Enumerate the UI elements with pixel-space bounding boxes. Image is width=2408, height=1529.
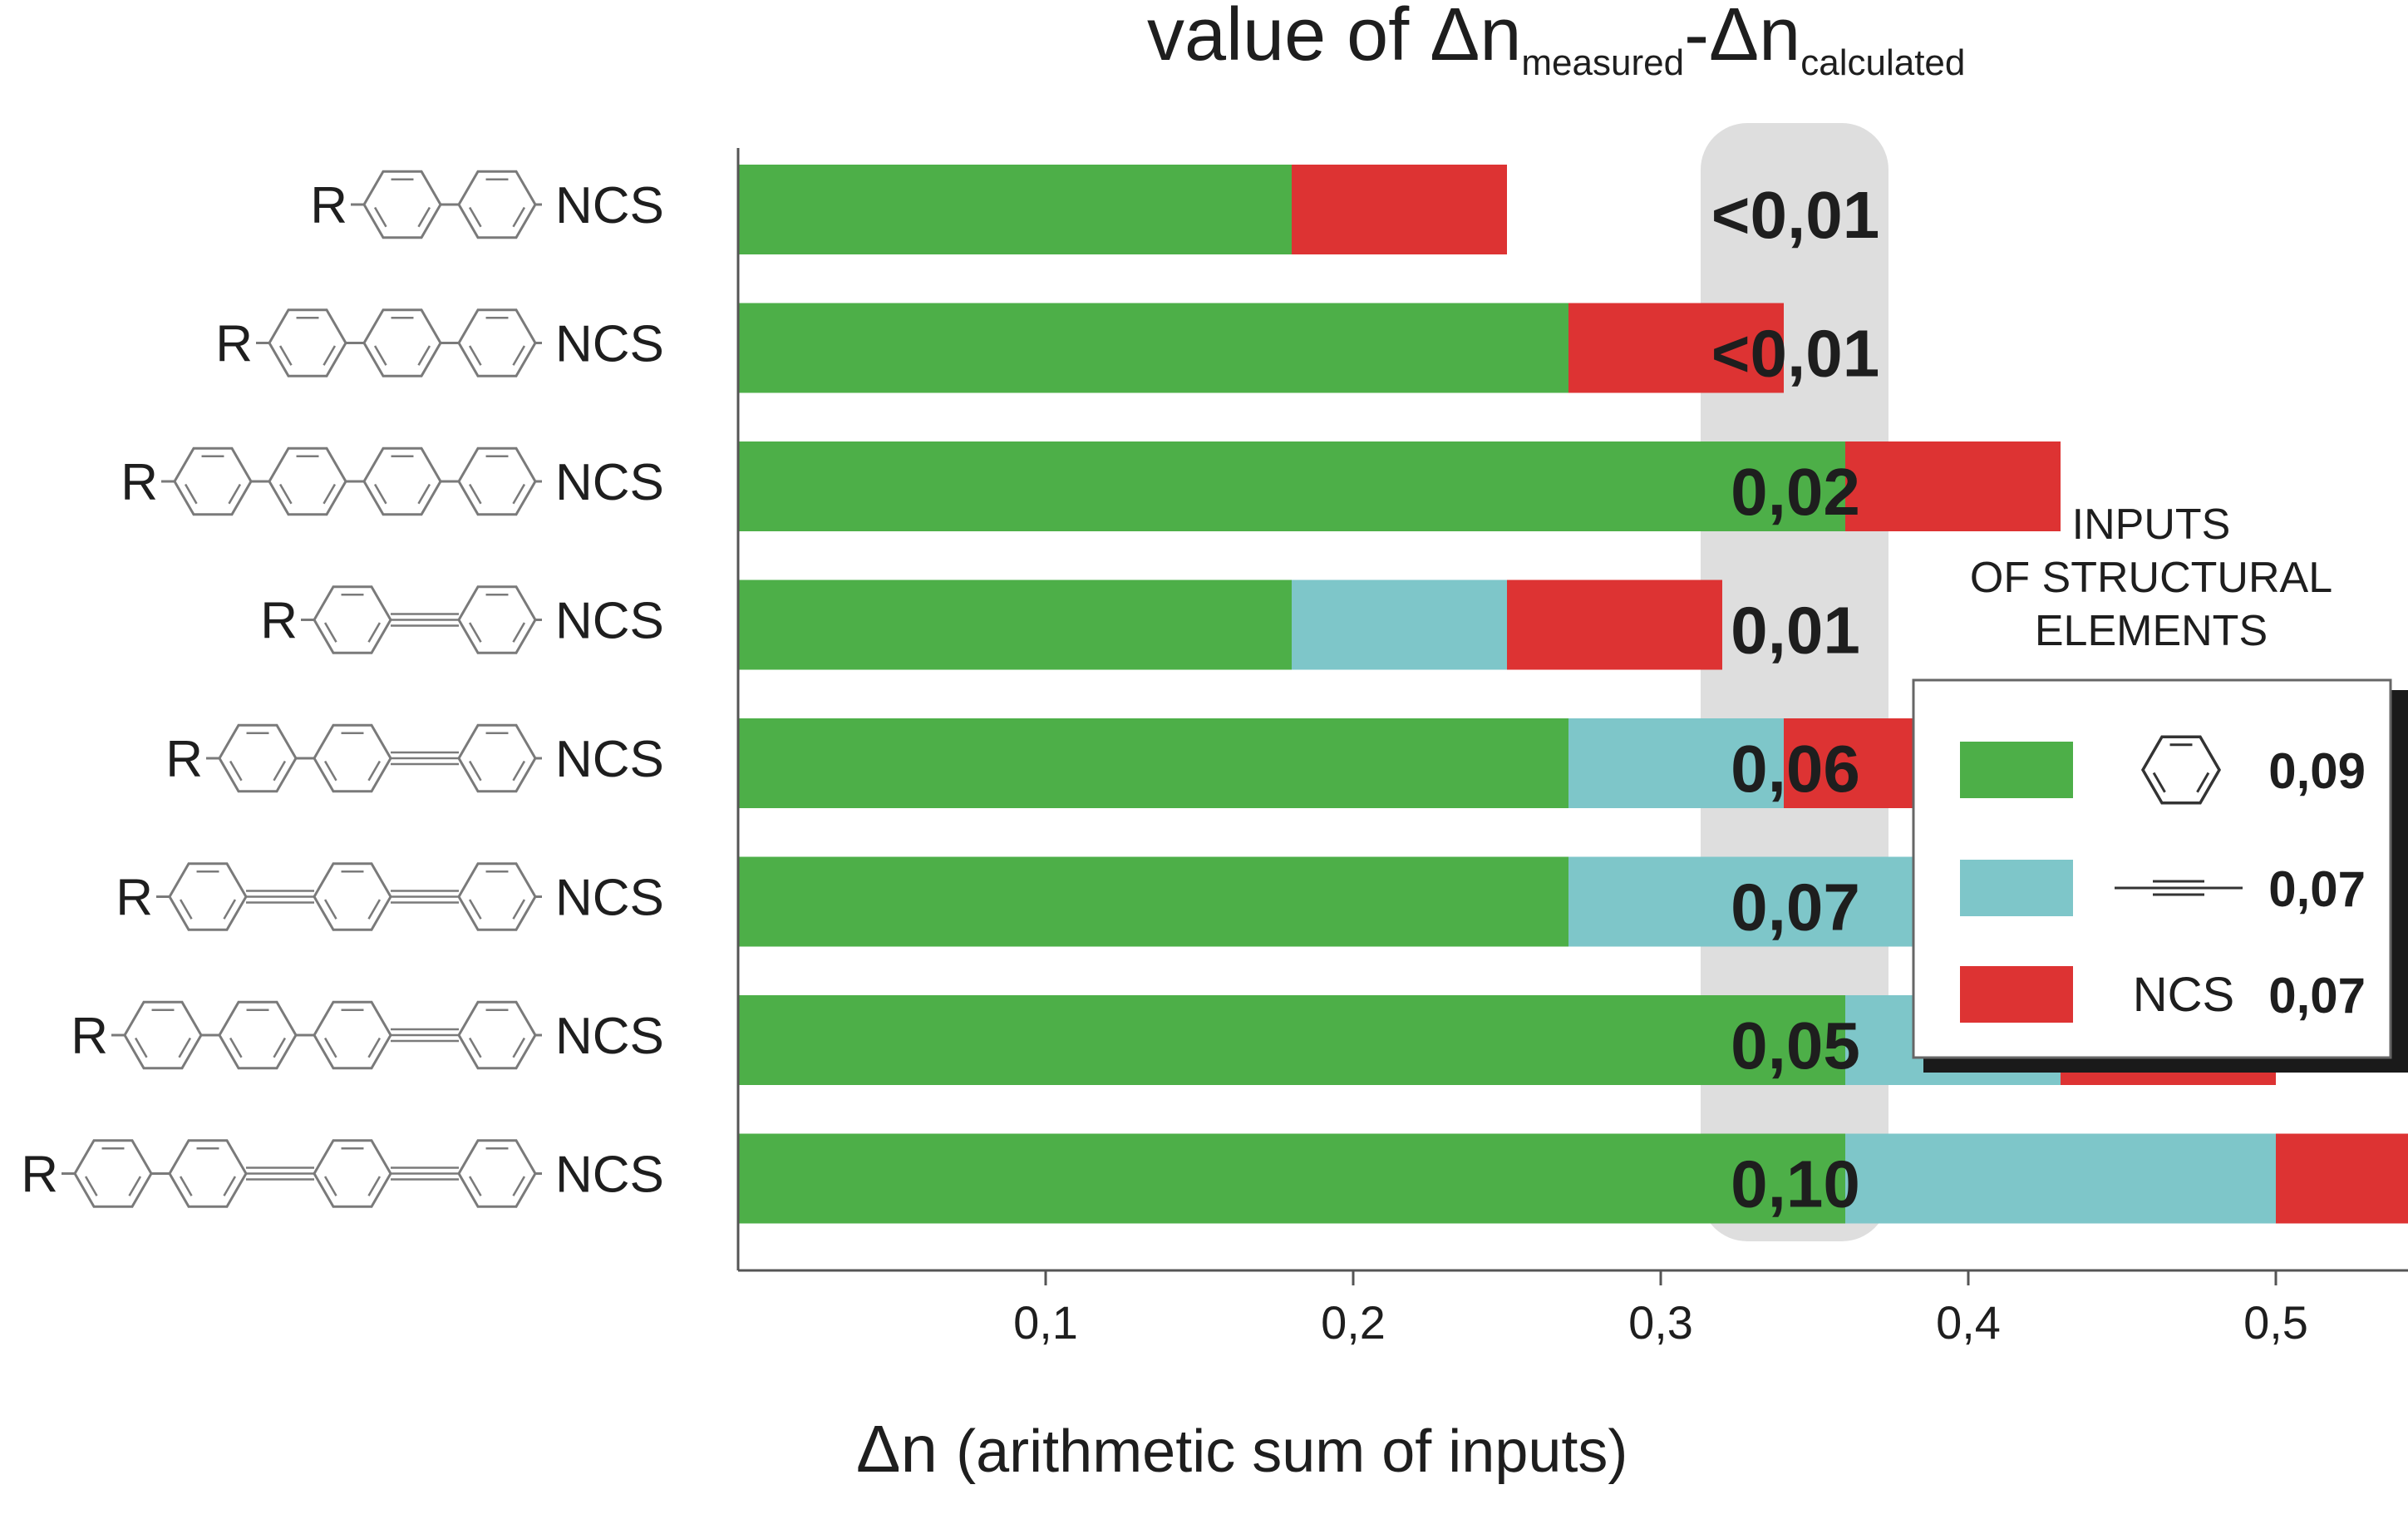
r-group-label: R: [165, 731, 203, 788]
legend-title-line: ELEMENTS: [2035, 607, 2268, 655]
text-icon: NCS: [2133, 968, 2234, 1022]
molecule-structure: NCS R: [310, 170, 664, 239]
x-tick-label: 0,3: [1628, 1296, 1693, 1349]
difference-panel: [1701, 123, 1888, 1241]
title-sub-measured: measured: [1521, 42, 1684, 83]
legend-title-line: INPUTS: [2072, 501, 2231, 549]
difference-value: 0,02: [1731, 455, 1860, 529]
molecule-structure: NCS R: [116, 862, 664, 931]
difference-value: 0,01: [1731, 594, 1860, 668]
bar-segment-4-3: [1507, 580, 1722, 670]
ncs-label: NCS: [555, 316, 664, 373]
bar-segment-2-3: [1568, 303, 1784, 393]
title-sub-calculated: calculated: [1800, 42, 1965, 83]
legend-value: 0,07: [2268, 861, 2366, 917]
title-prefix: value of: [1147, 0, 1430, 76]
bars: [738, 165, 2408, 1224]
bar-segment-3-3: [1845, 441, 2061, 531]
bar-segment-8-3: [2276, 1133, 2408, 1224]
ncs-label: NCS: [555, 731, 664, 788]
bar-segment-4-2: [1292, 580, 1507, 670]
ncs-label: NCS: [555, 593, 664, 650]
title-symbol: Δn: [1430, 0, 1521, 76]
x-axis-symbol: Δn: [856, 1412, 956, 1486]
legend: INPUTS OF STRUCTURAL ELEMENTS 0,09 0,07 NCS 0,…: [1912, 501, 2408, 1073]
r-group-label: R: [71, 1008, 108, 1065]
legend-swatch: [1960, 860, 2073, 916]
x-tick-label: 0,5: [2243, 1296, 2308, 1349]
difference-value: 0,05: [1731, 1009, 1860, 1083]
bar-segment-5-1: [738, 718, 1568, 808]
molecule-structure: NCS R: [71, 1000, 664, 1070]
x-axis-label: Δn (arithmetic sum of inputs): [856, 1412, 1627, 1486]
difference-labels: <0,01 <0,01 0,02 0,01 0,06 0,07 0,05 0,10: [1711, 178, 1879, 1221]
title-separator: -Δn: [1684, 0, 1800, 76]
bar-segment-1-3: [1292, 165, 1507, 254]
r-group-label: R: [260, 593, 298, 650]
legend-value: 0,07: [2268, 968, 2366, 1023]
legend-label: NCS: [2133, 968, 2234, 1022]
bar-segment-6-1: [738, 856, 1568, 947]
r-group-label: R: [121, 454, 158, 511]
bar-segment-4-1: [738, 580, 1292, 670]
legend-swatch: [1960, 966, 2073, 1023]
bar-segment-8-2: [1845, 1133, 2276, 1224]
legend-title-line: OF STRUCTURAL: [1970, 554, 2332, 602]
molecule-structure: NCS R: [215, 308, 664, 377]
molecule-structures: NCS R NCS R NCS R NCS R NCS R NCS R NCS R NCS R: [21, 170, 664, 1208]
x-tick-label: 0,4: [1936, 1296, 2001, 1349]
r-group-label: R: [21, 1147, 58, 1204]
x-axis-description: (arithmetic sum of inputs): [956, 1418, 1627, 1485]
ncs-label: NCS: [555, 870, 664, 927]
bar-segment-3-1: [738, 441, 1845, 531]
legend-value: 0,09: [2268, 743, 2366, 799]
r-group-label: R: [215, 316, 253, 373]
difference-value: <0,01: [1711, 317, 1879, 391]
ncs-label: NCS: [555, 177, 664, 234]
x-tick-label: 0,2: [1321, 1296, 1386, 1349]
bar-segment-1-1: [738, 165, 1292, 254]
difference-value: 0,06: [1731, 732, 1860, 806]
x-tick-label: 0,1: [1013, 1296, 1078, 1349]
ncs-label: NCS: [555, 1008, 664, 1065]
molecule-structure: NCS R: [21, 1139, 664, 1208]
molecule-structure: NCS R: [121, 446, 664, 516]
difference-value: 0,10: [1731, 1147, 1860, 1221]
legend-swatch: [1960, 742, 2073, 798]
molecule-structure: NCS R: [165, 723, 664, 793]
benzene-ring-icon: [2140, 735, 2222, 805]
r-group-label: R: [310, 177, 347, 234]
bar-segment-7-1: [738, 995, 1845, 1085]
bar-segment-8-1: [738, 1133, 1845, 1224]
chart-title: value of Δnmeasured-Δncalculated: [1147, 0, 1965, 83]
chart-title-text: value of Δnmeasured-Δncalculated: [1147, 0, 1965, 83]
x-axis: 0,10,20,30,40,50,60,70,8: [736, 148, 2408, 1349]
bar-segment-2-1: [738, 303, 1568, 393]
triple-bond-icon: [2115, 880, 2243, 896]
ncs-label: NCS: [555, 1147, 664, 1204]
difference-value: 0,07: [1731, 871, 1860, 945]
molecule-structure: NCS R: [260, 585, 664, 654]
bar-segment-5-2: [1568, 718, 1784, 808]
ncs-label: NCS: [555, 454, 664, 511]
r-group-label: R: [116, 870, 153, 927]
difference-value: <0,01: [1711, 178, 1879, 252]
x-axis-label-text: Δn (arithmetic sum of inputs): [856, 1412, 1627, 1486]
